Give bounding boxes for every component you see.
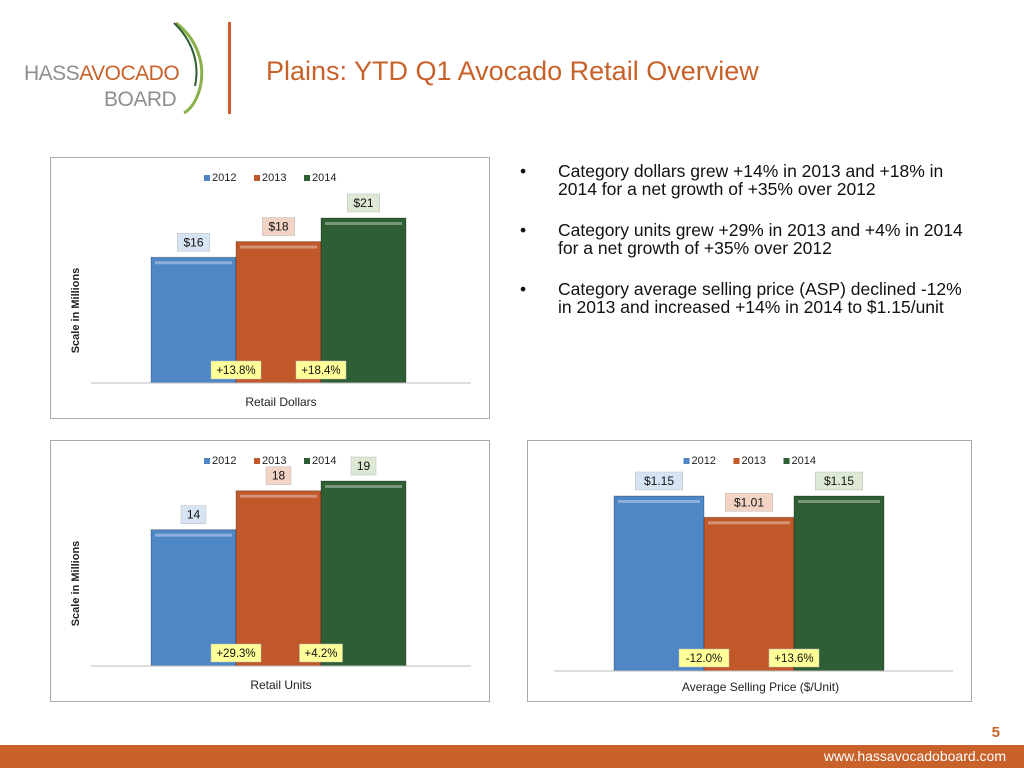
asp-growth-label-0: -12.0% <box>686 653 722 665</box>
legend-label-2014: 2014 <box>792 455 816 467</box>
retail-units-chart-svg: 2012 2013 2014 Scale in Millions 14 18 19 +29.3… <box>70 455 471 692</box>
asp-bar-2013 <box>703 516 795 672</box>
asp-bar-2012 <box>613 495 705 672</box>
units-growth-label-bg-1 <box>299 643 343 663</box>
legend-label-2014: 2014 <box>312 172 336 184</box>
units-value-label-bg-2012 <box>180 505 207 524</box>
legend-swatch-2014 <box>304 458 310 464</box>
hass-avocado-board-logo: HASSAVOCADO BOARD <box>24 18 224 118</box>
legend-swatch-2012 <box>204 458 210 464</box>
asp-bar-highlight-2013 <box>708 521 790 525</box>
dollars-bar-highlight-2012 <box>155 261 232 265</box>
legend-label-2012: 2012 <box>692 455 716 467</box>
asp-growth-label-1: +13.6% <box>774 653 813 665</box>
page-number: 5 <box>991 724 1000 741</box>
bullet-item: Category average selling price (ASP) dec… <box>520 279 970 317</box>
units-bar-2014 <box>320 480 407 667</box>
legend-label-2013: 2013 <box>262 455 286 467</box>
retail-dollars-chart: 2012 2013 2014 Scale in Millions $16 $18 $21 +1… <box>50 157 490 419</box>
units-ylabel: Scale in Millions <box>70 541 82 627</box>
legend-swatch-2013 <box>254 458 260 464</box>
units-xlabel: Retail Units <box>250 678 311 692</box>
units-bar-highlight-2014 <box>325 485 402 488</box>
asp-value-label-bg-2013 <box>725 493 773 512</box>
units-legend: 2012 2013 2014 <box>204 455 336 467</box>
asp-value-label-2014: $1.15 <box>824 474 854 488</box>
dollars-growth-label-0: +13.8% <box>216 365 255 377</box>
units-bar-highlight-2012 <box>155 533 232 537</box>
asp-bar-highlight-2014 <box>798 500 880 503</box>
units-value-label-2013: 18 <box>272 469 286 483</box>
asp-bar-2014 <box>793 495 885 672</box>
dollars-growth-label-1: +18.4% <box>301 365 340 377</box>
dollars-ylabel: Scale in Millions <box>70 268 82 354</box>
asp-value-label-bg-2012 <box>635 471 683 491</box>
legend-label-2014: 2014 <box>312 455 336 467</box>
legend-label-2012: 2012 <box>212 455 236 467</box>
footer-url: www.hassavocadoboard.com <box>823 748 1006 764</box>
units-growth-label-0: +29.3% <box>216 648 255 660</box>
dollars-value-label-bg-2014 <box>347 193 380 213</box>
units-bar-2012 <box>150 529 237 667</box>
dollars-value-label-bg-2013 <box>262 217 295 236</box>
units-bar-2013 <box>235 490 322 667</box>
units-bar-highlight-2013 <box>240 494 317 498</box>
dollars-value-label-2014: $21 <box>353 196 373 210</box>
bullet-item: Category dollars grew +14% in 2013 and +… <box>520 162 970 199</box>
logo-hass: HASS <box>24 62 80 85</box>
asp-xlabel: Average Selling Price ($/Unit) <box>682 680 839 694</box>
retail-units-chart: 2012 2013 2014 Scale in Millions 14 18 19 +29.3… <box>50 440 490 702</box>
dollars-value-label-2012: $16 <box>183 235 203 249</box>
asp-bar-highlight-2012 <box>618 500 700 503</box>
units-value-label-bg-2013 <box>265 466 292 485</box>
asp-growth-label-bg-1 <box>768 648 820 668</box>
legend-label-2012: 2012 <box>212 172 236 184</box>
dollars-bar-highlight-2013 <box>240 245 317 249</box>
units-value-label-2014: 19 <box>357 459 371 473</box>
legend-label-2013: 2013 <box>742 455 766 467</box>
dollars-value-label-bg-2012 <box>177 233 210 252</box>
units-value-label-2012: 14 <box>187 508 201 522</box>
dollars-bar-highlight-2014 <box>325 222 402 225</box>
dollars-legend: 2012 2013 2014 <box>204 172 336 184</box>
asp-chart-svg: 2012 2013 2014 $1.15 $1.01 $1.15 -12.0% +13.6% A… <box>554 455 953 694</box>
units-growth-label-bg-0 <box>210 643 262 663</box>
units-value-label-bg-2014 <box>350 456 377 476</box>
asp-legend: 2012 2013 2014 <box>683 455 816 467</box>
asp-chart: 2012 2013 2014 $1.15 $1.01 $1.15 -12.0% +13.6% A… <box>527 440 972 702</box>
logo-avocado: AVOCADO <box>79 62 180 85</box>
units-growth-label-1: +4.2% <box>305 648 338 660</box>
asp-value-label-2012: $1.15 <box>644 474 674 488</box>
dollars-bar-2014 <box>320 217 407 384</box>
header-divider <box>228 22 231 114</box>
footer-bar: www.hassavocadoboard.com <box>0 745 1024 768</box>
avocado-leaf-icon <box>173 21 204 115</box>
dollars-value-label-2013: $18 <box>268 220 288 234</box>
dollars-growth-label-bg-0 <box>210 360 262 380</box>
legend-swatch-2012 <box>683 458 690 464</box>
legend-swatch-2012 <box>204 175 210 181</box>
dollars-xlabel: Retail Dollars <box>245 395 316 409</box>
bullet-list: Category dollars grew +14% in 2013 and +… <box>520 162 970 338</box>
legend-swatch-2013 <box>733 458 740 464</box>
bullet-item: Category units grew +29% in 2013 and +4%… <box>520 221 970 258</box>
legend-swatch-2014 <box>783 458 790 464</box>
asp-value-label-2013: $1.01 <box>734 495 764 509</box>
legend-swatch-2014 <box>304 175 310 181</box>
asp-growth-label-bg-0 <box>678 648 730 668</box>
dollars-growth-label-bg-1 <box>295 360 347 380</box>
retail-dollars-chart-svg: 2012 2013 2014 Scale in Millions $16 $18 $21 +1… <box>70 172 471 409</box>
legend-swatch-2013 <box>254 175 260 181</box>
page-title: Plains: YTD Q1 Avocado Retail Overview <box>266 56 759 86</box>
asp-value-label-bg-2014 <box>815 471 863 491</box>
logo-text-line1: HASSAVOCADO <box>24 62 180 86</box>
legend-label-2013: 2013 <box>262 172 286 184</box>
logo-board: BOARD <box>104 88 177 111</box>
